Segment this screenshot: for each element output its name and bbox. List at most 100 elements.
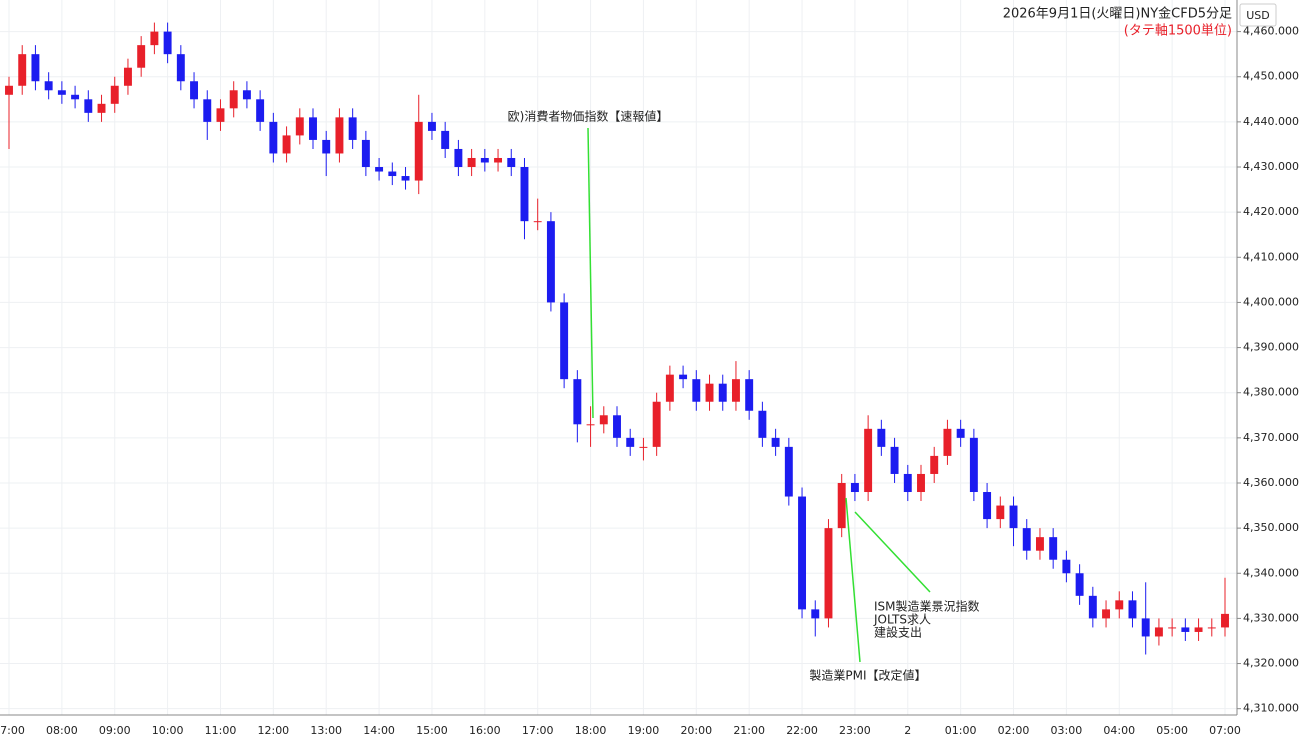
candle-body	[731, 379, 740, 402]
y-tick-label: 4,370.000	[1243, 431, 1299, 444]
candle-body	[494, 157, 503, 163]
grid	[0, 0, 1237, 715]
y-tick-label: 4,430.000	[1243, 160, 1299, 173]
candle-body	[427, 121, 436, 131]
candle-body	[903, 473, 912, 493]
annotation: 製造業PMI【改定値】	[809, 668, 926, 683]
candle-body	[864, 428, 873, 493]
y-tick-label: 4,320.000	[1243, 657, 1299, 670]
chart-title: 2026年9月1日(火曜日)NY金CFD5分足	[1003, 6, 1232, 22]
candle-body	[269, 121, 278, 154]
candle-body	[295, 117, 304, 136]
candle-body	[586, 424, 595, 426]
x-tick-label: 05:00	[1156, 724, 1188, 737]
candle-body	[956, 428, 965, 438]
candle-body	[1102, 609, 1111, 619]
candle-body	[1194, 627, 1203, 632]
x-tick-label: 15:00	[416, 724, 448, 737]
candle-body	[1062, 559, 1071, 574]
candle-body	[943, 428, 952, 456]
x-tick-label: 20:00	[680, 724, 712, 737]
x-tick-label: 12:00	[257, 724, 289, 737]
y-tick-label: 4,410.000	[1243, 250, 1299, 263]
x-tick-label: 02:00	[998, 724, 1030, 737]
y-tick-label: 4,400.000	[1243, 295, 1299, 308]
x-tick-label: 16:00	[469, 724, 501, 737]
x-tick-label: 17:00	[522, 724, 554, 737]
x-tick-label: 07:00	[0, 724, 25, 737]
x-tick-label: 11:00	[205, 724, 237, 737]
candle-body	[811, 609, 820, 619]
candle-body	[533, 221, 542, 223]
candle-body	[996, 505, 1005, 520]
y-tick-label: 4,350.000	[1243, 521, 1299, 534]
candle-body	[837, 482, 846, 529]
x-tick-label: 09:00	[99, 724, 131, 737]
candle-body	[242, 90, 251, 100]
candle-body	[758, 410, 767, 438]
candle-body	[771, 437, 780, 447]
annotation: 建設支出	[874, 625, 922, 640]
candle-body	[44, 81, 53, 91]
candle-body	[850, 482, 859, 493]
y-tick-label: 4,450.000	[1243, 70, 1299, 83]
candle-body	[203, 99, 212, 122]
candle-body	[1049, 537, 1058, 560]
candle-body	[969, 437, 978, 493]
candle-body	[1168, 627, 1177, 629]
candle-body	[163, 31, 172, 55]
y-tick-label: 4,390.000	[1243, 341, 1299, 354]
candle-body	[71, 94, 80, 100]
x-tick-label: 21:00	[733, 724, 765, 737]
candle-body	[692, 379, 701, 402]
x-tick-label: 01:00	[945, 724, 977, 737]
annotation: 欧)消費者物価指数【速報値】	[508, 109, 669, 124]
x-tick-label: 14:00	[363, 724, 395, 737]
candle-body	[1181, 627, 1190, 632]
candle-body	[190, 81, 199, 100]
candle-body	[57, 90, 66, 95]
annotation-line	[854, 511, 931, 593]
candle-body	[176, 54, 185, 82]
candle-body	[560, 302, 569, 380]
candle-body	[229, 90, 238, 109]
candle-body	[983, 492, 992, 520]
candle-body	[652, 401, 661, 447]
candle-body	[679, 374, 688, 380]
candle-body	[5, 85, 13, 95]
candle-body	[309, 117, 317, 140]
x-tick-label: 08:00	[46, 724, 78, 737]
candle-body	[467, 157, 476, 168]
candle-body	[414, 121, 423, 181]
y-tick-label: 4,460.000	[1243, 25, 1299, 38]
candle-body	[745, 379, 754, 411]
candle-body	[18, 54, 27, 86]
candle-body	[401, 176, 410, 181]
x-tick-label: 19:00	[628, 724, 660, 737]
candle-body	[256, 99, 265, 122]
candle-body	[480, 157, 489, 163]
candle-body	[361, 139, 370, 168]
candle-body	[454, 148, 463, 168]
candle-body	[546, 221, 555, 303]
x-tick-label: 2	[904, 724, 911, 737]
candle-body	[890, 446, 899, 474]
candle-body	[1221, 613, 1229, 628]
candle-body	[441, 130, 450, 149]
candle-body	[877, 428, 886, 447]
candle-body	[1035, 537, 1044, 551]
candle-body	[613, 415, 621, 438]
candle-body	[639, 446, 648, 448]
candle-body	[917, 473, 925, 493]
candle-body	[1154, 627, 1163, 637]
candle-body	[507, 157, 516, 168]
y-tick-label: 4,330.000	[1243, 611, 1299, 624]
x-tick-label: 03:00	[1051, 724, 1083, 737]
candle-body	[1088, 595, 1097, 619]
annotation: JOLTS求人	[873, 613, 931, 627]
candle-body	[824, 528, 833, 619]
candle-body	[784, 446, 793, 497]
candle-body	[1115, 600, 1124, 610]
candle-body	[1022, 528, 1031, 551]
